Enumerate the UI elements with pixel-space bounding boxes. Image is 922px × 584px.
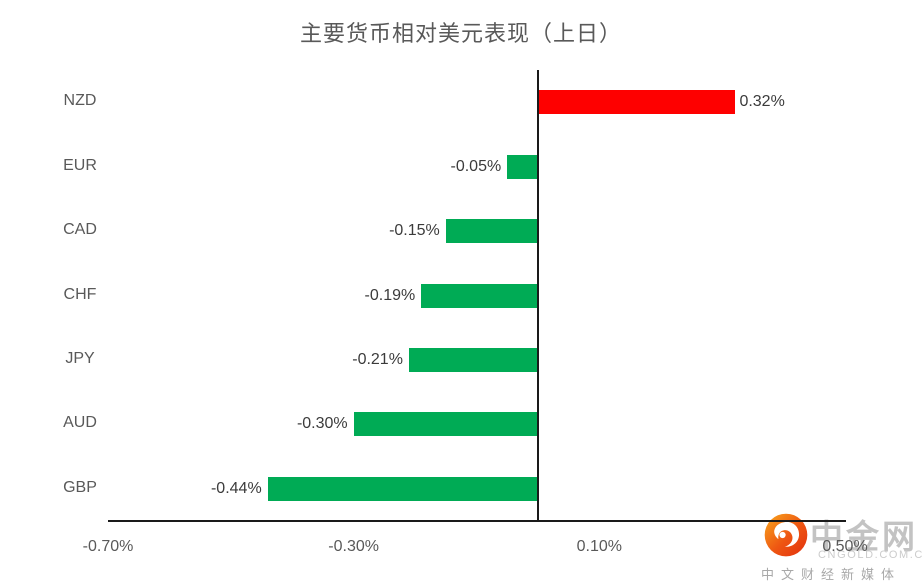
bar-aud (353, 412, 538, 437)
x-tick-label-0.10: 0.10% (576, 538, 623, 555)
x-axis-line (108, 520, 846, 522)
x-tick-label--0.30: -0.30% (328, 538, 379, 555)
category-label-chf: CHF (63, 285, 97, 303)
category-label-cad: CAD (63, 221, 97, 239)
category-label-eur: EUR (63, 156, 97, 174)
watermark: 中金网 CNGOLD.COM.CN 中文财经新媒体 (758, 506, 922, 584)
cngold-logo-icon (764, 513, 808, 557)
x-tick-label-0.50: 0.50% (822, 538, 868, 555)
bar-cad (445, 219, 538, 244)
category-label-gbp: GBP (63, 478, 97, 496)
bar-value-label-chf: -0.19% (364, 286, 416, 304)
category-label-jpy: JPY (65, 349, 95, 367)
chart-title: 主要货币相对美元表现（上日） (299, 21, 622, 46)
bar-value-label-cad: -0.15% (389, 222, 440, 240)
bar-eur (507, 154, 538, 179)
watermark-domain: CNGOLD.COM.CN (818, 549, 922, 561)
bar-value-label-nzd: 0.32% (739, 93, 785, 111)
category-label-aud: AUD (63, 414, 97, 432)
x-tick-label--0.70: -0.70% (82, 538, 134, 555)
bar-value-label-jpy: -0.21% (352, 350, 403, 368)
bar-nzd (538, 90, 736, 115)
bar-gbp (267, 476, 538, 501)
zero-axis-line (536, 70, 539, 522)
watermark-brand: 中金网 (810, 518, 918, 555)
bar-chf (421, 283, 538, 308)
bar-value-label-eur: -0.05% (450, 157, 502, 175)
bar-jpy (408, 347, 538, 372)
category-label-nzd: NZD (63, 92, 97, 110)
bar-value-label-gbp: -0.44% (210, 479, 262, 497)
watermark-tagline: 中文财经新媒体 (761, 567, 902, 582)
bar-value-label-aud: -0.30% (296, 415, 348, 433)
